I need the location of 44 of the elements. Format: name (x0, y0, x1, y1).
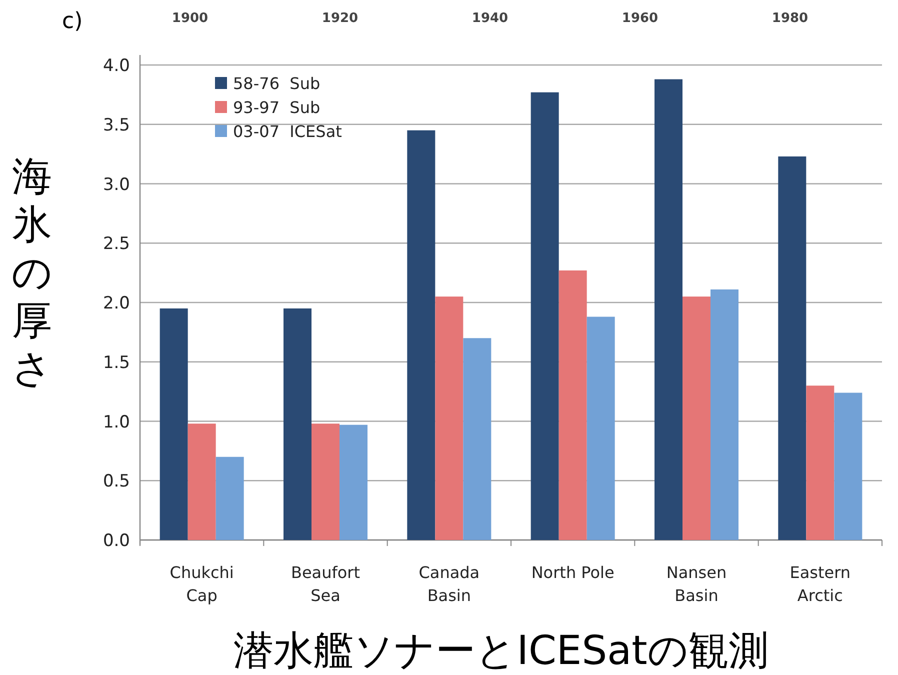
bar (407, 130, 436, 540)
bar (463, 338, 492, 540)
bar (188, 424, 216, 540)
bar (340, 424, 368, 540)
y-tick-label: 1.0 (102, 412, 130, 432)
x-tick-label: Beaufort Sea (290, 563, 360, 605)
bar (435, 296, 464, 540)
x-tick-label: Eastern Arctic (790, 563, 851, 605)
bar (834, 392, 862, 540)
bar (530, 92, 559, 540)
y-tick-label: 0.5 (102, 472, 130, 492)
legend-label: 93-97 Sub (233, 98, 320, 117)
x-axis-title: 潜水艦ソナーとICESatの観測 (234, 628, 768, 674)
bar (312, 424, 340, 540)
text: 1920 (322, 11, 358, 26)
y-tick-label: 0.0 (102, 531, 130, 551)
text: 1980 (772, 11, 808, 26)
bar (710, 289, 738, 540)
y-tick-label: 3.0 (102, 174, 130, 195)
bar (160, 308, 188, 540)
y-tick-label: 1.5 (102, 352, 130, 373)
bar (284, 308, 312, 540)
bar (654, 79, 682, 540)
x-tick-label: Canada Basin (418, 563, 480, 605)
bar (558, 270, 587, 540)
text: 1940 (472, 11, 508, 26)
text: 1960 (622, 11, 658, 26)
y-tick-label: 4.0 (102, 56, 130, 76)
text: c) (62, 9, 83, 34)
y-tick-label: 3.5 (102, 115, 130, 136)
bar (586, 316, 615, 540)
y-axis-title: 海氷の厚さ (12, 154, 52, 392)
bar (682, 296, 710, 540)
text: 1900 (172, 11, 208, 26)
bar (806, 386, 834, 540)
x-tick-label: Chukchi Cap (170, 563, 234, 605)
x-tick-label: North Pole (531, 563, 614, 582)
bar (216, 456, 244, 540)
bar (778, 156, 806, 540)
y-tick-label: 2.0 (102, 294, 130, 314)
x-tick-label: Nansen Basin (666, 563, 727, 605)
legend-label: 03-07 ICESat (233, 122, 342, 141)
y-tick-label: 2.5 (102, 234, 130, 254)
legend-label: 58-76 Sub (233, 74, 320, 93)
